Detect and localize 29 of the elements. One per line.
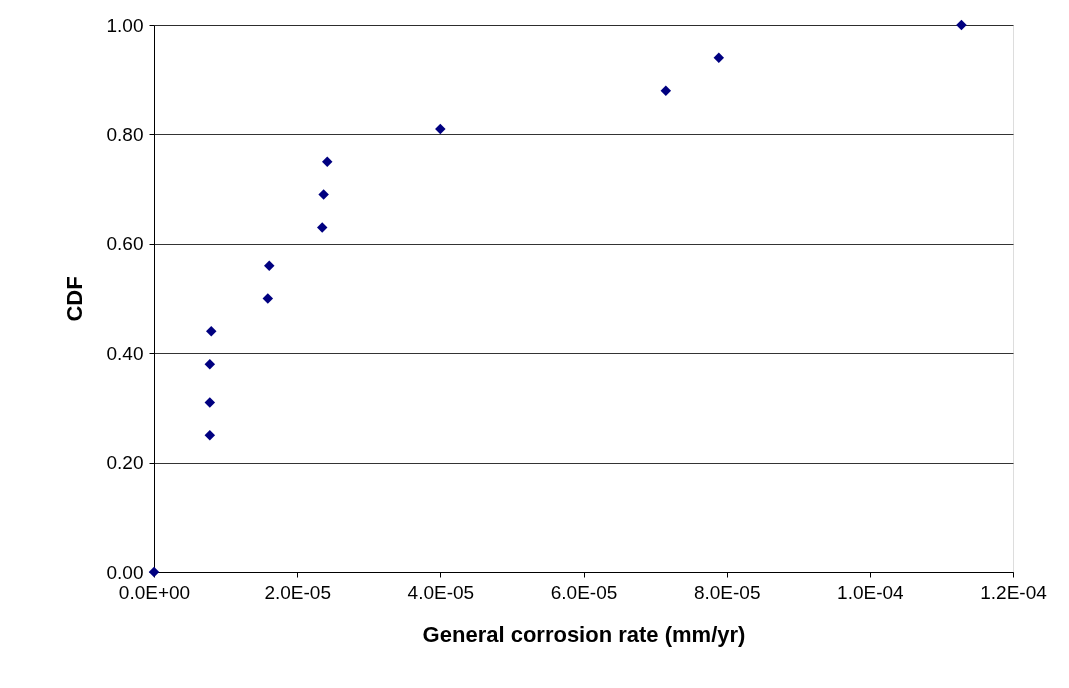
point — [321, 156, 333, 167]
point — [262, 293, 274, 304]
x-tick-label: 6.0E-05 — [550, 581, 618, 603]
point — [435, 123, 446, 135]
y-tick-label: 0.60 — [106, 233, 144, 255]
point — [660, 85, 672, 96]
y-tick-label: 0.40 — [106, 342, 144, 364]
x-tick-label: 8.0E-05 — [693, 581, 761, 603]
x-tick-label: 1.2E-04 — [980, 581, 1048, 603]
point — [206, 326, 217, 337]
y-axis-title: CDF — [61, 276, 87, 322]
x-axis-title: General corrosion rate (mm/yr) — [422, 621, 746, 647]
y-tick-label: 1.00 — [106, 14, 144, 36]
point — [956, 19, 967, 31]
y-tick-label: 0.00 — [106, 561, 144, 583]
point — [204, 430, 216, 441]
x-tick-label: 4.0E-05 — [407, 581, 475, 603]
x-tick-label: 1.0E-04 — [837, 581, 905, 603]
x-tick-label: 2.0E-05 — [264, 581, 331, 603]
point — [713, 52, 725, 64]
y-tick-label: 0.20 — [106, 452, 144, 474]
y-tick-label: 0.80 — [106, 123, 144, 145]
point — [204, 397, 216, 408]
point — [148, 566, 160, 578]
point — [318, 189, 329, 200]
point — [204, 358, 216, 370]
x-tick-label: 0.0E+00 — [118, 581, 191, 603]
point — [316, 222, 328, 233]
point — [264, 260, 275, 271]
